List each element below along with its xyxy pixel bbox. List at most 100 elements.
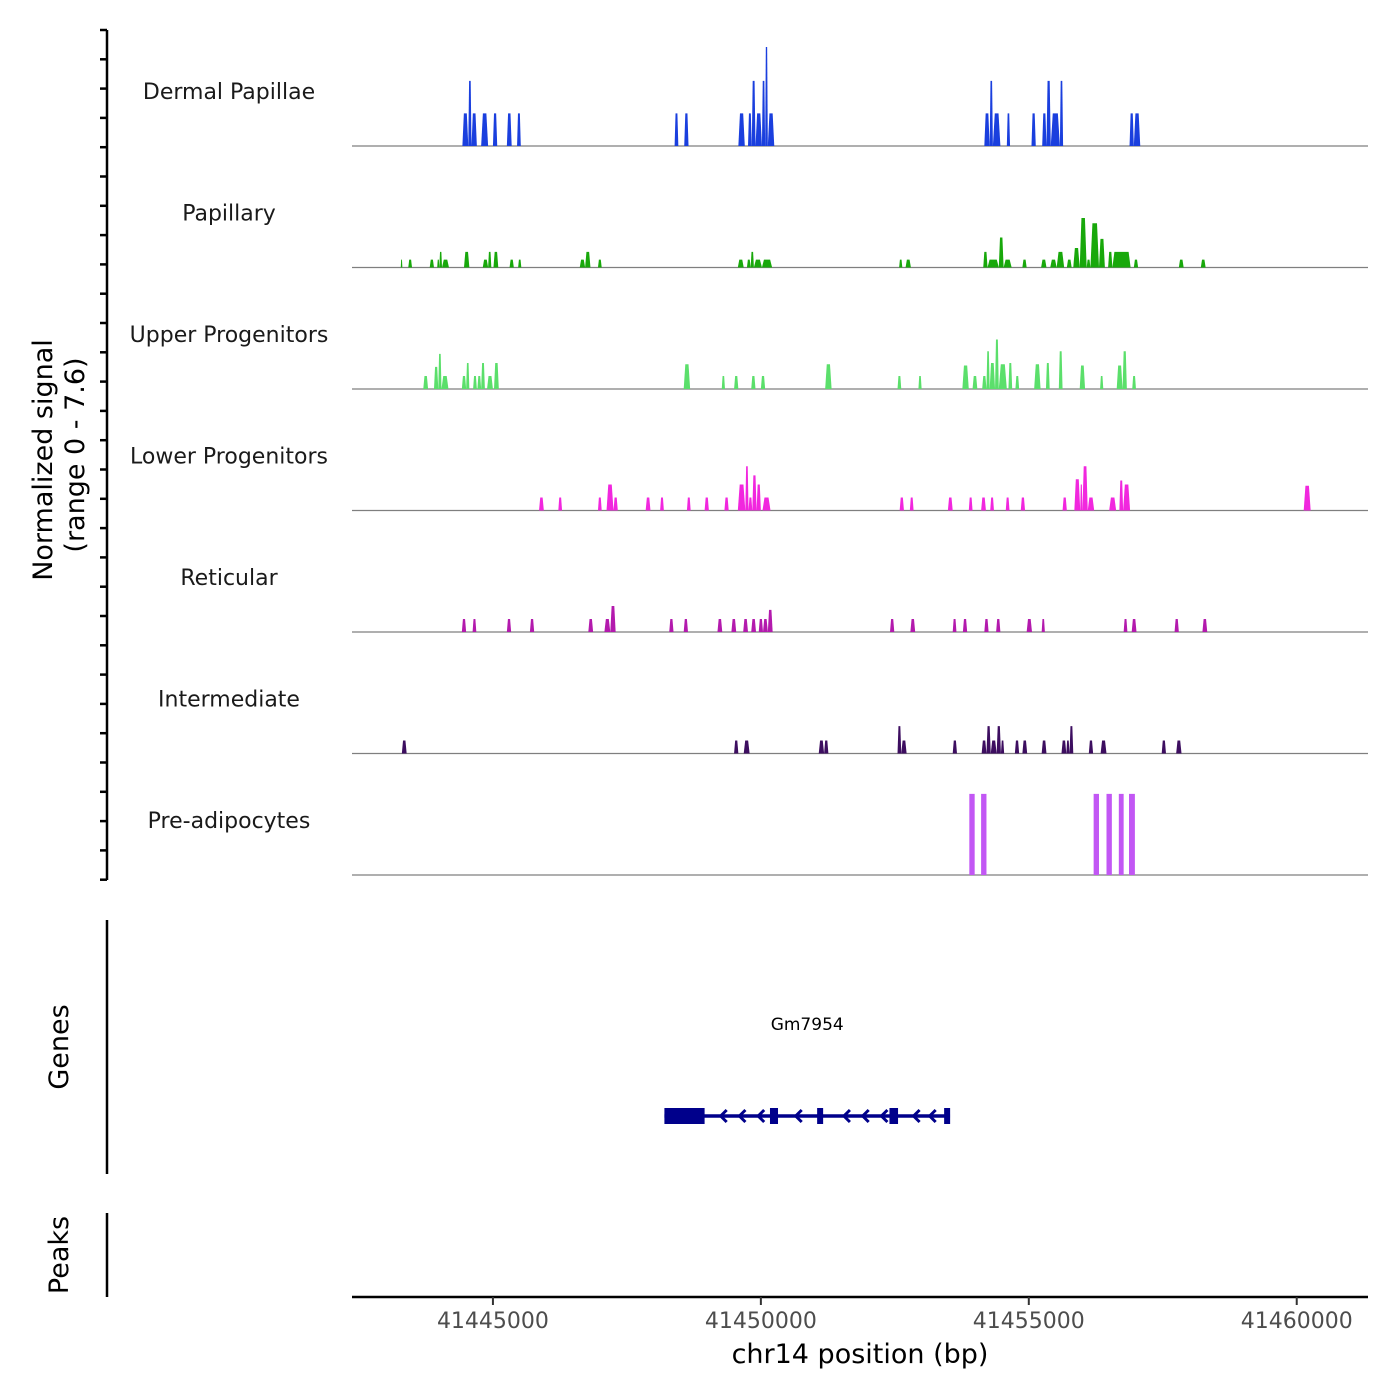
coverage-peak	[1088, 740, 1094, 754]
coverage-peak	[558, 497, 563, 511]
x-tick-label: 41455000	[973, 1309, 1085, 1334]
coverage-peak	[472, 618, 477, 632]
coverage-peak	[1079, 218, 1087, 268]
coverage-peak	[1116, 365, 1123, 389]
coverage-peak	[1050, 113, 1060, 146]
coverage-peak	[947, 497, 953, 511]
strand-arrow-icon	[879, 1108, 889, 1124]
coverage-peak	[751, 80, 756, 146]
coverage-peak	[462, 113, 469, 146]
coverage-peak	[765, 47, 768, 146]
track-papillary: Papillary	[182, 202, 1368, 269]
coverage-peak	[1066, 740, 1070, 754]
x-axis-title: chr14 position (bp)	[732, 1339, 989, 1370]
gene-exon	[769, 1108, 779, 1124]
coverage-peak	[897, 726, 902, 754]
coverage-peak	[1026, 618, 1033, 632]
coverage-peak	[585, 251, 591, 268]
coverage-peak	[996, 618, 1001, 632]
track-label: Upper Progenitors	[130, 323, 329, 348]
coverage-peak	[1133, 113, 1141, 146]
strand-arrow-icon	[737, 1108, 747, 1124]
coverage-peak	[1112, 251, 1131, 268]
coverage-peak	[717, 618, 723, 632]
coverage-peak	[1074, 479, 1081, 511]
coverage-peak	[824, 740, 829, 754]
coverage-peak	[962, 618, 968, 632]
coverage-peak	[910, 618, 916, 632]
coverage-peak	[1090, 223, 1099, 268]
coverage-peak	[996, 726, 1001, 754]
coverage-peak	[818, 740, 825, 754]
coverage-peak	[750, 251, 754, 268]
track-label: Pre-adipocytes	[148, 809, 311, 834]
gene-exon	[944, 1108, 951, 1124]
coverage-peak	[506, 618, 512, 632]
coverage-peak	[482, 259, 489, 268]
coverage-peak	[1161, 740, 1166, 754]
coverage-peak	[493, 251, 499, 268]
coverage-peak	[1086, 259, 1091, 268]
coverage-peak	[752, 475, 757, 511]
coverage-peak	[721, 375, 725, 389]
coverage-peak	[1015, 375, 1020, 389]
coverage-peak	[539, 497, 544, 511]
coverage-peak	[509, 259, 514, 268]
coverage-peak	[481, 362, 485, 389]
gene-exon	[664, 1108, 705, 1124]
coverage-peak	[1080, 484, 1083, 511]
coverage-peak	[1008, 362, 1013, 389]
coverage-peak	[1041, 259, 1047, 268]
strand-arrow-icon	[911, 1108, 921, 1124]
coverage-peak	[423, 375, 429, 389]
coverage-peak	[969, 793, 975, 875]
coverage-peak	[1106, 793, 1112, 875]
coverage-peak	[461, 618, 467, 632]
coverage-peak	[992, 113, 1001, 146]
coverage-peak	[645, 497, 651, 511]
coverage-peak	[463, 251, 470, 268]
coverage-peak	[1118, 793, 1124, 875]
coverage-peak	[1119, 480, 1124, 511]
coverage-peak	[983, 251, 988, 268]
coverage-peak	[1005, 497, 1010, 511]
coverage-peak	[660, 497, 664, 511]
coverage-peak	[400, 259, 403, 268]
coverage-peak	[990, 740, 997, 754]
coverage-peak	[731, 618, 737, 632]
coverage-peak	[984, 113, 990, 146]
coverage-peak	[1069, 726, 1074, 754]
coverage-peak	[751, 375, 756, 389]
coverage-peak	[408, 259, 413, 268]
x-axis: 41445000 41450000 41455000 41460000	[352, 1295, 1368, 1334]
coverage-peak	[1109, 497, 1117, 511]
coverage-peak	[1041, 618, 1045, 632]
coverage-peak	[401, 740, 407, 754]
coverage-peak	[683, 618, 688, 632]
gene-exon	[817, 1108, 824, 1124]
x-axis-ticks: 41445000 41450000 41455000 41460000	[437, 1297, 1353, 1334]
coverage-peak	[952, 618, 957, 632]
coverage-peak	[724, 497, 729, 511]
coverage-peak	[901, 740, 907, 754]
coverage-peak	[1045, 362, 1050, 389]
coverage-peak	[899, 259, 903, 268]
coverage-peak	[987, 259, 999, 268]
coverage-peak	[756, 484, 761, 511]
coverage-peak	[1042, 113, 1047, 146]
coverage-peak	[734, 740, 739, 754]
coverage-peak	[674, 113, 679, 146]
coverage-peak	[494, 362, 499, 389]
coverage-peak	[986, 726, 991, 754]
gene-exon	[889, 1108, 899, 1124]
coverage-peak	[529, 618, 535, 632]
peaks-track-label: Peaks	[44, 1216, 75, 1294]
coverage-peak	[588, 618, 594, 632]
coverage-peak	[610, 605, 616, 632]
coverage-peak	[442, 259, 449, 268]
coverage-peak	[995, 339, 999, 389]
coverage-peak	[981, 740, 987, 754]
coverage-peak	[613, 497, 618, 511]
coverage-peak	[1061, 740, 1067, 754]
